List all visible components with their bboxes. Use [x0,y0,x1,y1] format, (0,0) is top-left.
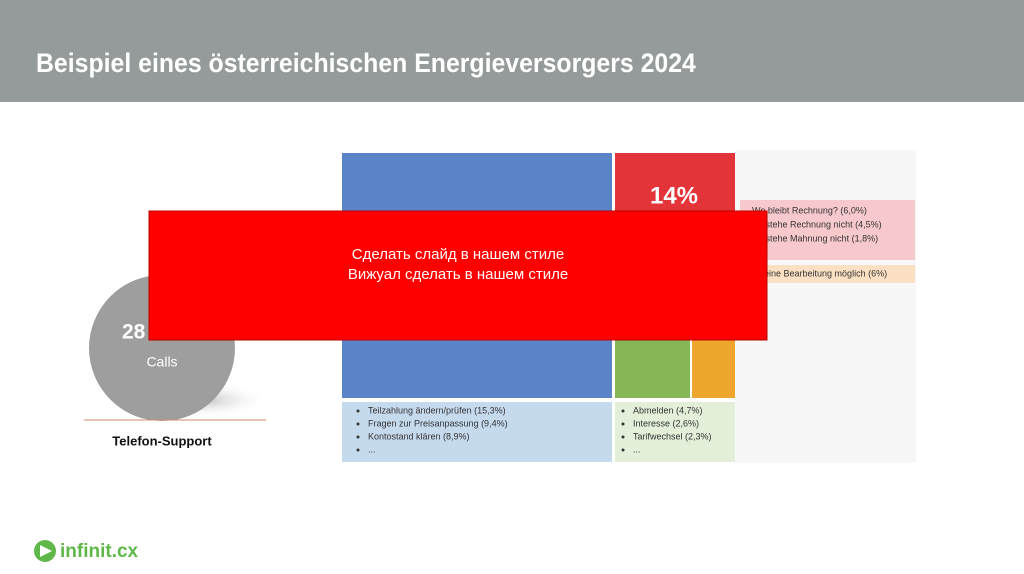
logo-text: infinit.cx [60,541,139,562]
calls-number: 28 [122,321,146,344]
bullet [621,448,625,452]
list-item: ... [368,444,376,454]
bullet [356,448,360,452]
list-item: Interesse (2,6%) [633,418,699,428]
header-bar [0,0,1024,102]
overlay-box [148,210,768,341]
list-item: Kontostand klären (8,9%) [368,431,470,441]
list-item: ... [633,444,641,454]
bullet [621,409,625,413]
support-label: Telefon-Support [112,433,212,448]
orange-block [692,330,735,398]
orange-box [740,265,915,283]
bullet [356,409,360,413]
green-block [615,330,690,398]
list-item: Abmelden (4,7%) [633,405,703,415]
bullet [356,435,360,439]
bullet [356,422,360,426]
bullet [621,435,625,439]
pink-item: Verstehe Mahnung nicht (1,8%) [752,233,878,243]
pink-box [740,200,915,260]
orange-item: Keine Bearbeitung möglich (6%) [758,268,887,278]
overlay-line: Вижуал сделать в нашем стиле [348,266,568,283]
calls-unit: Calls [146,354,177,370]
blue-list: Teilzahlung ändern/prüfen (15,3%) Fragen … [356,405,508,454]
logo-arrow [40,545,52,557]
blue-list-box [342,402,612,462]
slide-title: Beispiel eines österreichischen Energiev… [36,49,696,78]
pink-item: Verstehe Rechnung nicht (4,5%) [752,219,882,229]
pink-item: Wo bleibt Rechnung? (6,0%) [752,205,867,215]
overlay-line: Сделать слайд в нашем стиле [352,246,564,263]
red-label: 14% [650,182,698,209]
list-item: Fragen zur Preisanpassung (9,4%) [368,418,508,428]
green-list: Abmelden (4,7%) Interesse (2,6%) Tarifwech… [621,405,712,454]
list-item: Teilzahlung ändern/prüfen (15,3%) [368,405,506,415]
list-item: Tarifwechsel (2,3%) [633,431,712,441]
bullet [621,422,625,426]
green-list-box [615,402,735,462]
